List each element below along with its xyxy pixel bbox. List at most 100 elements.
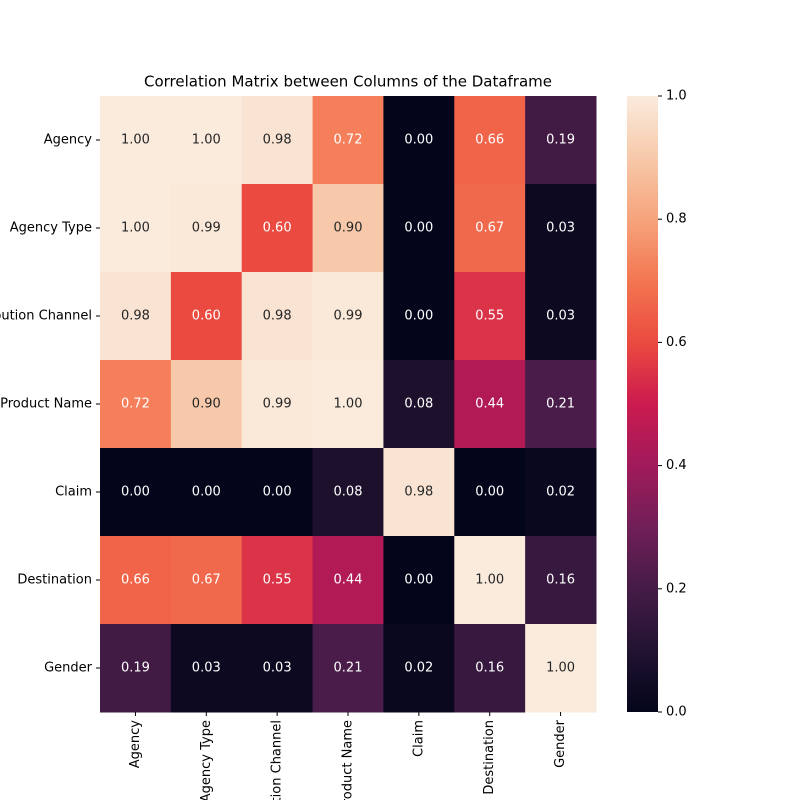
cell-label: 0.90: [334, 221, 363, 236]
colorbar-tick-label: 1.0: [666, 89, 687, 104]
heatmap-cell: [383, 536, 455, 625]
heatmap-cell: [525, 272, 597, 361]
heatmap-cell: [383, 96, 455, 185]
chart-title: Correlation Matrix between Columns of th…: [144, 73, 552, 91]
heatmap-cell: [383, 184, 455, 273]
cell-label: 0.90: [192, 397, 221, 412]
cell-label: 0.99: [263, 397, 292, 412]
heatmap-cell: [312, 536, 384, 625]
cell-label: 0.98: [263, 133, 292, 148]
cell-label: 0.03: [263, 661, 292, 676]
heatmap-cell: [454, 624, 526, 713]
cell-label: 0.19: [121, 661, 150, 676]
cell-label: 0.00: [404, 133, 433, 148]
cell-label: 0.67: [192, 573, 221, 588]
heatmap-cell: [312, 272, 384, 361]
colorbar-tick-label: 0.4: [666, 458, 687, 473]
y-tick-label: Destination: [17, 573, 92, 588]
y-tick-label: Gender: [44, 661, 93, 676]
heatmap-cell: [241, 624, 314, 713]
heatmap-cell: [454, 536, 526, 625]
heatmap-cell: [525, 184, 597, 273]
heatmap-cell: [170, 448, 243, 537]
heatmap-cell: [241, 360, 314, 449]
heatmap-cell: [170, 184, 243, 273]
colorbar-tick-label: 0.2: [666, 581, 687, 596]
heatmap-cell: [170, 624, 243, 713]
cell-label: 0.21: [334, 661, 363, 676]
cell-label: 0.19: [546, 133, 575, 148]
heatmap-cell: [525, 624, 597, 713]
cell-label: 0.60: [263, 221, 292, 236]
cell-label: 0.00: [404, 573, 433, 588]
heatmap-cell: [170, 96, 243, 185]
heatmap-cell: [100, 272, 172, 361]
heatmap-cell: [383, 272, 455, 361]
colorbar-tick-label: 0.0: [666, 705, 687, 720]
cell-label: 0.03: [546, 221, 575, 236]
heatmap-cell: [525, 360, 597, 449]
cell-label: 0.72: [334, 133, 363, 148]
y-tick-label: Agency Type: [10, 221, 92, 236]
heatmap-cell: [100, 96, 172, 185]
cell-label: 0.02: [546, 485, 575, 500]
cell-label: 1.00: [121, 221, 150, 236]
heatmap-cell: [454, 448, 526, 537]
heatmap-cell: [241, 96, 314, 185]
cell-label: 0.44: [334, 573, 363, 588]
heatmap-cell: [312, 624, 384, 713]
cell-label: 0.00: [404, 221, 433, 236]
cell-label: 0.98: [263, 309, 292, 324]
heatmap-cell: [454, 360, 526, 449]
x-tick-label: Distribution Channel: [270, 720, 285, 800]
heatmap-cell: [383, 448, 455, 537]
cell-label: 0.00: [475, 485, 504, 500]
heatmap-cell: [312, 448, 384, 537]
cell-label: 0.16: [475, 661, 504, 676]
cell-label: 1.00: [546, 661, 575, 676]
colorbar-tick-label: 0.8: [666, 212, 687, 227]
heatmap-cell: [454, 184, 526, 273]
x-tick-label: Agency Type: [199, 720, 214, 800]
heatmap-cell: [170, 360, 243, 449]
heatmap-cell: [241, 448, 314, 537]
heatmap-cell: [241, 272, 314, 361]
heatmap-cell: [100, 536, 172, 625]
heatmap-cell: [312, 184, 384, 273]
heatmap-cell: [241, 536, 314, 625]
cell-label: 0.72: [121, 397, 150, 412]
heatmap-cell: [100, 184, 172, 273]
cell-label: 1.00: [334, 397, 363, 412]
heatmap-cell: [525, 96, 597, 185]
x-tick-label: Gender: [553, 719, 568, 768]
x-tick-label: Agency: [128, 720, 143, 769]
heatmap-cell: [100, 360, 172, 449]
cell-label: 0.16: [546, 573, 575, 588]
x-tick-label: Product Name: [341, 720, 356, 800]
cell-label: 0.00: [121, 485, 150, 500]
cell-label: 1.00: [121, 133, 150, 148]
cell-label: 1.00: [475, 573, 504, 588]
heatmap-cell: [100, 448, 172, 537]
cell-label: 0.21: [546, 397, 575, 412]
heatmap-cell: [100, 624, 172, 713]
cell-label: 0.00: [263, 485, 292, 500]
cell-label: 0.66: [121, 573, 150, 588]
cell-label: 1.00: [192, 133, 221, 148]
cell-label: 0.55: [475, 309, 504, 324]
colorbar-tick-label: 0.6: [666, 335, 687, 350]
x-tick-label: Destination: [482, 720, 497, 795]
heatmap-cell: [525, 536, 597, 625]
cell-label: 0.98: [121, 309, 150, 324]
heatmap-cell: [312, 360, 384, 449]
cell-label: 0.44: [475, 397, 504, 412]
heatmap-cell: [170, 536, 243, 625]
cell-label: 0.66: [475, 133, 504, 148]
y-tick-label: Claim: [55, 485, 92, 500]
cell-label: 0.02: [404, 661, 433, 676]
cell-label: 0.03: [192, 661, 221, 676]
heatmap-cell: [454, 96, 526, 185]
heatmap-cell: [383, 624, 455, 713]
cell-label: 0.98: [404, 485, 433, 500]
cell-label: 0.00: [192, 485, 221, 500]
